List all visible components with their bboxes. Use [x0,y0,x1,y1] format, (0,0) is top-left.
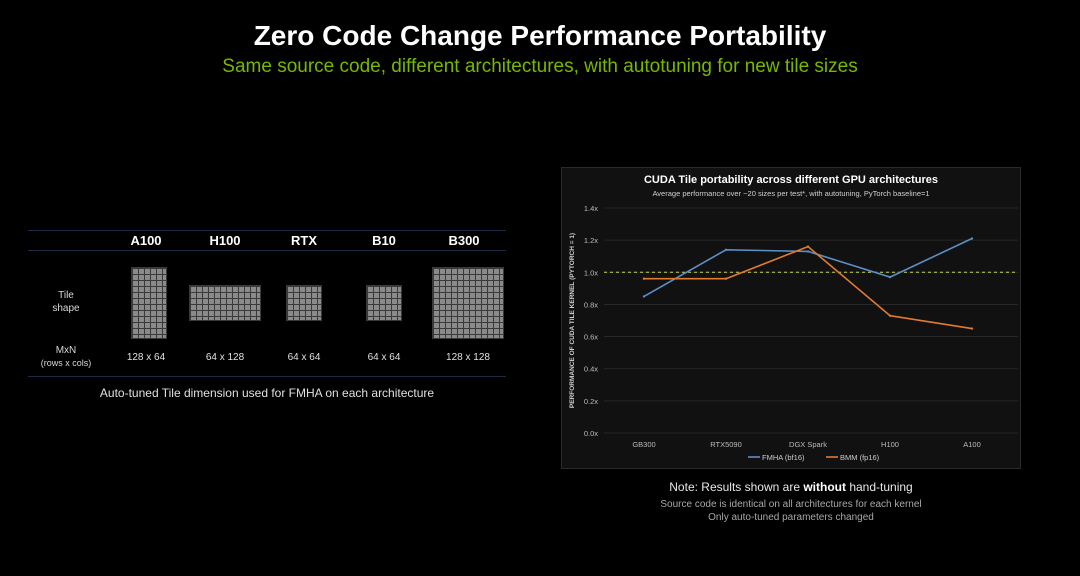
tile-shape-rtx [286,285,322,321]
note-prefix: Note: Results shown are [669,480,804,494]
arch-label-b10: B10 [372,233,396,248]
table-top-rule [28,230,506,231]
tile-shape-b300 [432,267,504,339]
mxn-value-b10: 64 x 64 [367,352,401,363]
page-subtitle: Same source code, different architecture… [222,56,858,77]
x-tick-label: H100 [881,440,899,449]
x-tick-label: A100 [963,440,981,449]
source-code-note: Source code is identical on all architec… [561,498,1021,524]
y-tick-label: 0.0x [584,429,598,438]
y-axis-label: PERFORMANCE OF CUDA TILE KERNEL (PYTORCH… [569,233,576,408]
mxn-value-b300: 128 x 128 [446,352,490,363]
data-point [806,250,810,253]
arch-label-rtx: RTX [291,233,317,248]
arch-label-h100: H100 [209,233,241,248]
y-tick-label: 1.4x [584,204,598,213]
chart-panel: CUDA Tile portability across different G… [561,167,1021,469]
arch-label-b300: B300 [448,233,480,248]
tile-shape-row-label: Tile shape [28,289,104,315]
table-bottom-rule [28,376,506,377]
page-title: Zero Code Change Performance Portability [253,20,827,51]
y-tick-label: 1.2x [584,236,598,245]
mxn-label-line2: (rows x cols) [40,358,92,368]
portability-line-chart: CUDA Tile portability across different G… [569,174,1018,462]
data-point [888,314,892,317]
tile-table: A100 H100 RTX B10 B300 Tile shape MxN (r… [28,230,506,380]
y-tick-label: 1.0x [584,268,598,277]
note-suffix: hand-tuning [845,480,913,494]
mxn-row-label: MxN (rows x cols) [28,344,104,370]
data-point [642,295,646,298]
legend-label-1: BMM (fp16) [840,453,880,462]
note-bold: without [803,480,846,494]
x-tick-label: GB300 [632,440,655,449]
tile-shape-label-line1: Tile [58,290,74,301]
tile-shape-a100 [131,267,167,339]
series-line-1 [644,245,973,330]
mxn-value-h100: 64 x 128 [205,352,245,363]
arch-label-a100: A100 [130,233,162,248]
tile-shape-h100 [189,285,261,321]
data-point [806,245,810,248]
tile-table-caption: Auto-tuned Tile dimension used for FMHA … [99,386,435,400]
data-point [970,237,974,240]
tile-shape-b10 [366,285,402,321]
data-point [724,248,728,251]
chart-title: CUDA Tile portability across different G… [644,174,938,186]
data-point [888,275,892,279]
y-tick-label: 0.4x [584,365,598,374]
data-point [724,277,728,280]
y-tick-label: 0.2x [584,397,598,406]
y-tick-label: 0.8x [584,300,598,309]
mxn-label-line1: MxN [55,345,77,356]
mxn-value-rtx: 64 x 64 [287,352,321,363]
y-tick-label: 0.6x [584,333,598,342]
mxn-value-a100: 128 x 64 [126,352,166,363]
results-note: Note: Results shown are without hand-tun… [561,480,1021,494]
data-point [642,277,646,280]
legend-label-0: FMHA (bf16) [762,453,805,462]
tile-shape-label-line2: shape [52,303,80,314]
chart-subtitle: Average performance over ~20 sizes per t… [652,189,929,198]
data-point [970,327,974,330]
note-line2: Only auto-tuned parameters changed [708,512,874,523]
note-line1: Source code is identical on all architec… [660,499,922,510]
x-tick-label: RTX5090 [710,440,742,449]
x-tick-label: DGX Spark [789,440,827,449]
table-header-rule [28,250,506,251]
